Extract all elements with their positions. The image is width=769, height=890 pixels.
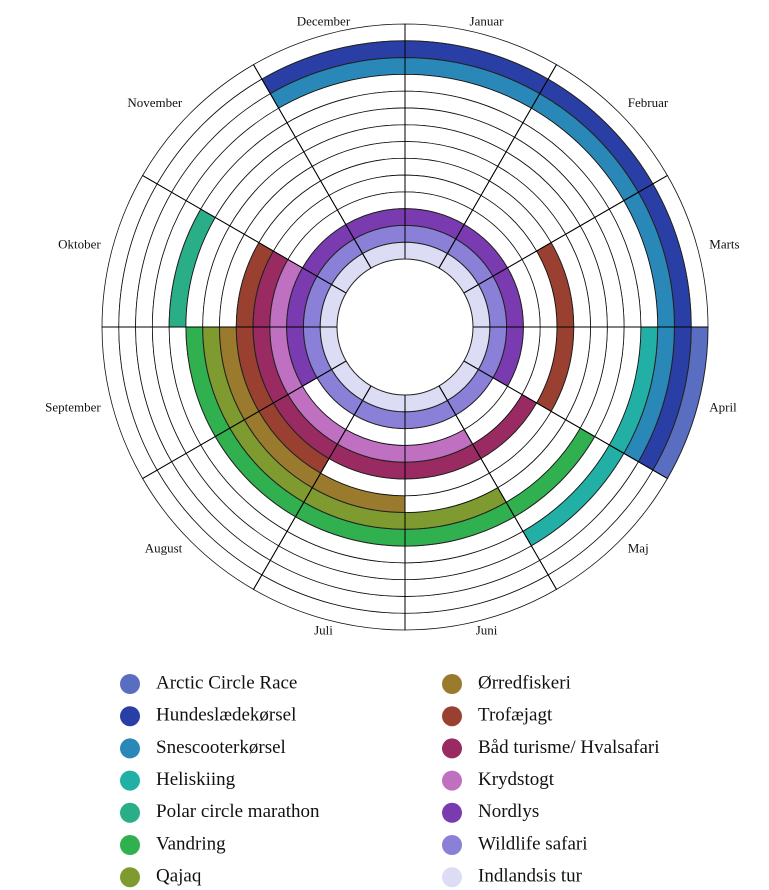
- legend-label: Polar circle marathon: [156, 801, 320, 822]
- month-label: Maj: [628, 541, 649, 556]
- legend-label: Krydstogt: [478, 769, 555, 790]
- month-divider: [253, 385, 372, 590]
- legend-label: Trofæjagt: [478, 705, 553, 726]
- legend-swatch: [120, 738, 140, 759]
- legend-swatch: [120, 770, 140, 791]
- legend-label: Ørredfiskeri: [478, 672, 571, 693]
- legend-swatch: [120, 835, 140, 855]
- legend-label: Indlandsis tur: [478, 866, 583, 887]
- month-divider: [438, 64, 557, 269]
- legend-label: Snescooterkørsel: [156, 737, 286, 758]
- legend-label: Qajaq: [156, 866, 202, 887]
- month-divider: [142, 360, 347, 479]
- month-label: Juni: [476, 622, 498, 637]
- legend-swatch: [120, 867, 140, 888]
- month-label: Juli: [314, 622, 333, 637]
- month-label: September: [45, 400, 101, 415]
- legend-label: Båd turisme/ Hvalsafari: [478, 737, 660, 758]
- month-label: Oktober: [58, 236, 101, 251]
- month-label: Marts: [709, 236, 739, 251]
- legend-swatch: [120, 706, 140, 727]
- month-divider: [142, 175, 347, 294]
- legend-label: Arctic Circle Race: [156, 672, 297, 693]
- legend-swatch: [120, 802, 140, 823]
- legend-swatch: [442, 738, 462, 759]
- legend-label: Vandring: [156, 833, 226, 854]
- month-label: August: [145, 541, 183, 556]
- legend-swatch: [442, 770, 462, 791]
- legend-label: Wildlife safari: [478, 833, 588, 854]
- month-divider: [463, 175, 668, 294]
- month-label: Februar: [628, 95, 669, 110]
- legend-label: Nordlys: [478, 801, 539, 822]
- month-label: Januar: [470, 14, 505, 29]
- month-divider: [463, 360, 668, 479]
- legend-swatch: [442, 867, 462, 888]
- month-label: April: [709, 400, 737, 415]
- month-label: November: [127, 95, 183, 110]
- month-divider: [253, 64, 372, 269]
- legend-swatch: [442, 802, 462, 823]
- legend-swatch: [442, 706, 462, 727]
- legend-swatch: [120, 674, 140, 694]
- legend-label: Heliskiing: [156, 769, 236, 790]
- legend-swatch: [442, 835, 462, 855]
- legend-swatch: [442, 674, 462, 694]
- month-label: December: [297, 14, 351, 29]
- month-divider: [438, 385, 557, 590]
- legend-label: Hundeslædekørsel: [156, 705, 296, 726]
